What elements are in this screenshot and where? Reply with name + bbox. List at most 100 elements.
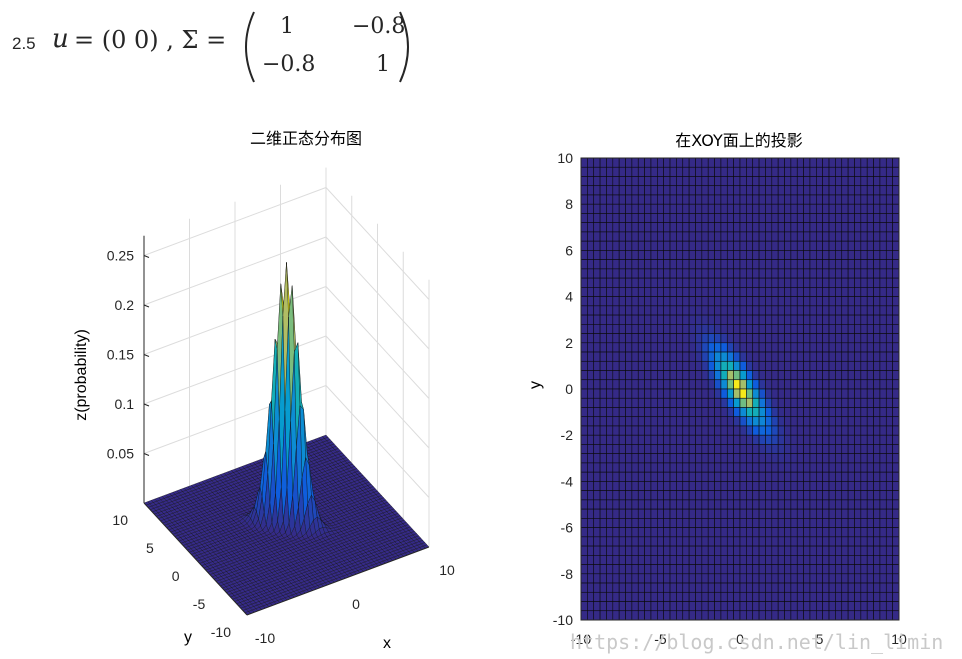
heatmap-cell	[637, 194, 645, 205]
heatmap-cell	[657, 388, 664, 399]
heatmap-cell	[822, 213, 830, 223]
heatmap-cell	[726, 462, 734, 473]
heatmap-cell	[771, 462, 779, 473]
heatmap-cell	[650, 508, 658, 519]
heatmap-cell	[612, 490, 620, 501]
heatmap-cell	[580, 601, 588, 612]
heatmap-cell	[669, 481, 677, 491]
heatmap-cell	[625, 508, 633, 519]
heatmap-cell	[644, 582, 652, 593]
heatmap-cell	[669, 277, 677, 288]
heatmap-cell	[663, 259, 671, 270]
heatmap-cell	[657, 481, 664, 491]
heatmap-cell	[777, 397, 785, 408]
heatmap-cell	[796, 259, 804, 270]
heatmap-cell	[707, 591, 715, 602]
heatmap-cell	[866, 268, 874, 279]
heatmap-cell	[637, 166, 645, 177]
heatmap-cell	[873, 360, 881, 371]
heatmap-cell	[599, 471, 607, 482]
heatmap-cell	[758, 490, 766, 501]
heatmap-cell	[606, 518, 614, 528]
heatmap-cell	[650, 314, 658, 325]
heatmap-cell	[765, 287, 773, 297]
heatmap-cell	[860, 185, 868, 196]
heatmap-cell	[676, 499, 684, 510]
heatmap-cell	[835, 185, 843, 196]
heatmap-cell	[631, 296, 639, 307]
heatmap-cell	[847, 157, 855, 168]
heatmap-cell	[784, 360, 792, 371]
heatmap-cell	[682, 527, 690, 538]
heatmap-cell	[758, 444, 766, 454]
heatmap-cell	[612, 610, 620, 621]
heatmap-cell	[860, 324, 868, 334]
heatmap-cell	[733, 518, 741, 528]
heatmap-cell	[650, 203, 658, 214]
heatmap-cell	[606, 388, 614, 399]
heatmap-cell	[580, 416, 588, 427]
heatmap-cell	[777, 555, 785, 565]
heatmap-cell	[707, 360, 715, 371]
heatmap-cell	[803, 222, 811, 233]
heatmap-cell	[866, 342, 874, 353]
heatmap-cell	[669, 407, 677, 418]
heatmap-cell	[746, 481, 754, 491]
heatmap-cell	[879, 536, 887, 547]
heatmap-cell	[593, 444, 601, 454]
heatmap-cell	[746, 471, 754, 482]
heatmap-cell	[599, 259, 607, 270]
heatmap-cell	[765, 555, 773, 565]
heatmap-cell	[593, 231, 601, 242]
heatmap-cell	[701, 203, 709, 214]
heatmap-cell	[746, 573, 754, 584]
heatmap-cell	[707, 342, 715, 353]
heatmap-cell	[758, 194, 766, 205]
heatmap-cell	[580, 397, 588, 408]
heatmap-cell	[803, 268, 811, 279]
heatmap-cell	[593, 610, 601, 621]
heatmap-cell	[777, 213, 785, 223]
heatmap-cell	[676, 250, 684, 260]
heatmap-cell	[606, 231, 614, 242]
heatmap-cell	[809, 222, 817, 233]
heatmap-cell	[682, 508, 690, 519]
heatmap-cell	[726, 490, 734, 501]
heatmap-cell	[695, 314, 703, 325]
heatmap-cell	[866, 610, 874, 621]
heatmap-cell	[593, 259, 601, 270]
heatmap-cell	[746, 370, 754, 381]
heatmap-cell	[682, 610, 690, 621]
heatmap-cell	[835, 333, 843, 344]
heatmap-cell	[816, 397, 823, 408]
heatmap-cell	[765, 471, 773, 482]
heatmap-cell	[784, 397, 792, 408]
heatmap-cell	[885, 324, 893, 334]
heatmap-cell	[803, 240, 811, 251]
heatmap-cell	[739, 397, 747, 408]
heatmap-cell	[701, 342, 709, 353]
heatmap-cell	[771, 185, 779, 196]
heatmap-cell	[771, 250, 779, 260]
heatmap-cell	[739, 499, 747, 510]
heatmap-cell	[835, 305, 843, 316]
heatmap-cell	[847, 388, 855, 399]
heatmap-cell	[739, 185, 747, 196]
heatmap-cell	[739, 324, 747, 334]
heatmap-cell	[771, 481, 779, 491]
heatmap-cell	[625, 481, 633, 491]
heatmap-cell	[771, 453, 779, 464]
heatmap-cell	[841, 287, 849, 297]
heatmap-cell	[720, 157, 728, 168]
heatmap-cell	[669, 194, 677, 205]
heatmap-cell	[746, 591, 754, 602]
heatmap-cell	[650, 287, 658, 297]
heatmap-cell	[599, 573, 607, 584]
heatmap-cell	[784, 610, 792, 621]
heatmap-cell	[796, 582, 804, 593]
heatmap-cell	[618, 213, 626, 223]
heatmap-cell	[828, 471, 836, 482]
heatmap-cell	[784, 481, 792, 491]
heatmap-cell	[733, 508, 741, 519]
heatmap-cell	[809, 471, 817, 482]
